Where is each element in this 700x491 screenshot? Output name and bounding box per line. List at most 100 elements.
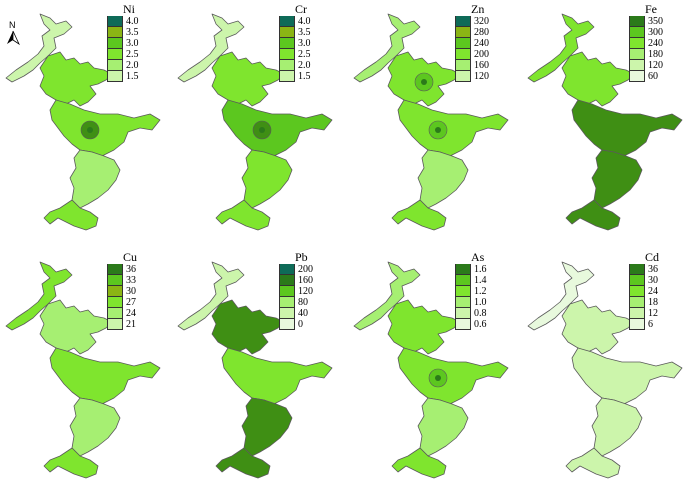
legend-label: 6: [648, 319, 653, 330]
zone-south: [391, 199, 447, 231]
legend-entry: 200: [279, 264, 339, 275]
legend-swatch: [279, 16, 295, 27]
legend-entry: 1.2: [455, 286, 515, 297]
zone-lower: [241, 149, 293, 209]
zone-middle: [571, 347, 683, 405]
legend-entry: 2.5: [107, 49, 167, 60]
legend-swatch: [629, 319, 645, 330]
zone-north: [177, 13, 245, 83]
legend-swatch: [107, 71, 123, 82]
legend-label: 120: [648, 60, 663, 71]
legend-entry: 2.5: [279, 49, 339, 60]
legend-swatch: [279, 264, 295, 275]
legend-label: 60: [648, 71, 658, 82]
zone-middle: [49, 99, 161, 157]
north-label: N: [9, 20, 16, 30]
legend-entry: 33: [107, 275, 167, 286]
legend-swatch: [107, 275, 123, 286]
legend-label: 300: [648, 27, 663, 38]
zone-lower: [417, 149, 469, 209]
legend-label: 0.6: [474, 319, 487, 330]
legend-entry: 160: [455, 60, 515, 71]
zone-north: [353, 261, 421, 331]
legend-label: 0.8: [474, 308, 487, 319]
legend-label: 240: [648, 38, 663, 49]
hotspot-core-middle: [87, 127, 93, 133]
legend-label: 33: [126, 275, 136, 286]
legend-swatch: [107, 60, 123, 71]
legend-label: 24: [126, 308, 136, 319]
north-arrow-glyph: [7, 30, 20, 46]
hotspot-core-middle: [259, 127, 265, 133]
legend-label: 2.5: [126, 49, 139, 60]
legend-label: 280: [474, 27, 489, 38]
legend-label: 180: [648, 49, 663, 60]
map-panel-ni: Ni 4.0 3.5 3.0 2.5 2.0 1.5: [0, 0, 172, 240]
legend-label: 12: [648, 308, 658, 319]
legend-label: 200: [298, 264, 313, 275]
legend-swatch: [455, 60, 471, 71]
legend-entry: 3.5: [279, 27, 339, 38]
legend-swatch: [455, 27, 471, 38]
legend-swatch: [279, 60, 295, 71]
legend-swatch: [629, 27, 645, 38]
zone-north: [177, 261, 245, 331]
legend-entry: 0.8: [455, 308, 515, 319]
legend-entry: 120: [455, 71, 515, 82]
legend-entry: 0: [279, 319, 339, 330]
legend-swatch: [455, 49, 471, 60]
legend-pb: Pb 200 160 120 80 40 0: [279, 250, 339, 330]
legend-swatch: [455, 275, 471, 286]
legend-label: 120: [474, 71, 489, 82]
legend-swatch: [279, 319, 295, 330]
legend-entry: 36: [629, 264, 689, 275]
legend-title: Ni: [123, 2, 135, 16]
hotspot-core-middle: [435, 375, 441, 381]
legend-label: 3.0: [298, 38, 311, 49]
legend-label: 40: [298, 308, 308, 319]
legend-entry: 3.0: [107, 38, 167, 49]
zone-middle: [571, 99, 683, 157]
legend-label: 1.0: [474, 297, 487, 308]
zone-middle: [397, 99, 509, 157]
legend-entry: 12: [629, 308, 689, 319]
legend-swatch: [107, 27, 123, 38]
legend-cr: Cr 4.0 3.5 3.0 2.5 2.0 1.5: [279, 2, 339, 82]
legend-swatch: [279, 71, 295, 82]
legend-label: 3.0: [126, 38, 139, 49]
legend-entry: 180: [629, 49, 689, 60]
legend-swatch: [279, 286, 295, 297]
zone-upper: [211, 299, 285, 355]
map-panel-cr: Cr 4.0 3.5 3.0 2.5 2.0 1.5: [172, 0, 344, 240]
legend-label: 2.0: [126, 60, 139, 71]
legend-entry: 3.5: [107, 27, 167, 38]
legend-swatch: [455, 286, 471, 297]
zone-north: [5, 13, 73, 83]
legend-swatch: [455, 264, 471, 275]
map-panel-cu: Cu 36 33 30 27 24 21: [0, 248, 172, 488]
legend-label: 1.6: [474, 264, 487, 275]
legend-entry: 200: [455, 49, 515, 60]
legend-title: Pb: [295, 250, 308, 264]
zone-middle: [49, 347, 161, 405]
zone-lower: [591, 149, 643, 209]
zone-upper: [561, 299, 635, 355]
legend-swatch: [279, 38, 295, 49]
legend-swatch: [107, 38, 123, 49]
legend-as: As 1.6 1.4 1.2 1.0 0.8 0.6: [455, 250, 515, 330]
legend-swatch: [279, 49, 295, 60]
zone-south: [215, 199, 271, 231]
map-panel-cd: Cd 36 30 24 18 12 6: [522, 248, 694, 488]
legend-entry: 4.0: [107, 16, 167, 27]
zone-south: [565, 447, 621, 479]
legend-fe: Fe 350 300 240 180 120 60: [629, 2, 689, 82]
legend-entry: 300: [629, 27, 689, 38]
legend-label: 1.5: [298, 71, 311, 82]
reservoir-map-cr: [177, 13, 333, 231]
zone-upper: [211, 51, 285, 107]
legend-swatch: [107, 16, 123, 27]
legend-label: 4.0: [126, 16, 139, 27]
legend-entry: 2.0: [107, 60, 167, 71]
map-panel-fe: Fe 350 300 240 180 120 60: [522, 0, 694, 240]
